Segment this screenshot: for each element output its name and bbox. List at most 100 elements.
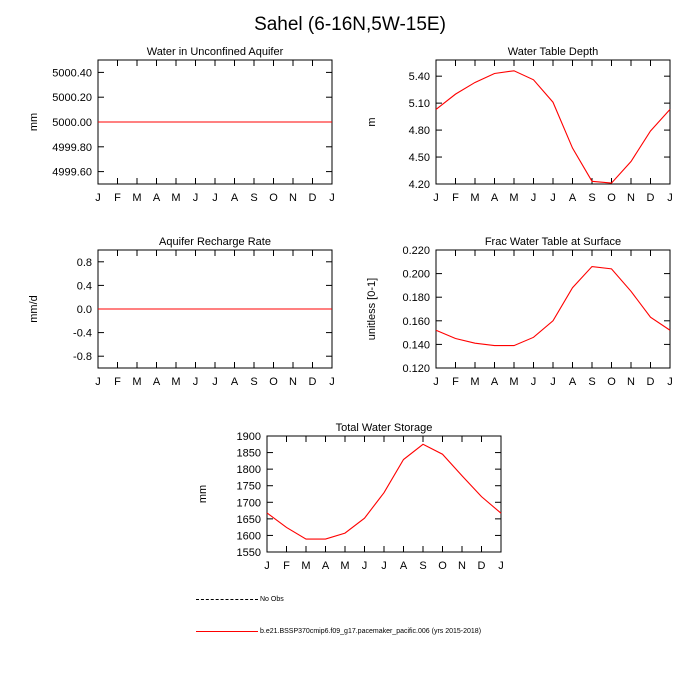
x-tick-label: N [627,376,635,388]
x-tick-label: A [569,192,577,204]
x-tick-label: J [193,192,199,204]
y-tick-label: 0.8 [77,257,92,269]
x-tick-label: S [250,376,257,388]
x-tick-label: S [419,560,426,572]
y-tick-label: 0.4 [77,280,92,292]
x-tick-label: S [250,192,257,204]
x-tick-label: J [550,192,556,204]
x-tick-label: M [132,192,141,204]
y-tick-label: 1750 [237,481,261,493]
y-tick-label: 0.220 [402,245,430,257]
x-tick-label: O [269,376,278,388]
legend-label-model: b.e21.BSSP370cmip6.f09_g17.pacemaker_pac… [260,627,482,635]
plot-frame [435,249,671,369]
y-axis-label: unitless [0-1] [366,278,378,340]
x-tick-label: J [193,376,199,388]
x-tick-label: F [114,192,121,204]
x-tick-label: M [340,560,349,572]
y-tick-label: 1900 [237,431,261,443]
x-tick-label: A [400,560,408,572]
x-tick-label: M [171,192,180,204]
y-tick-label: 1700 [237,497,261,509]
x-tick-label: D [647,376,655,388]
x-tick-label: N [289,192,297,204]
x-tick-label: M [171,376,180,388]
y-tick-label: 0.180 [402,292,430,304]
legend-item-no-obs: No Obs [196,592,284,606]
y-axis-label: mm/d [28,295,40,323]
x-tick-label: F [283,560,290,572]
figure-title: Sahel (6-16N,5W-15E) [254,14,446,35]
y-tick-label: 0.160 [402,316,430,328]
y-tick-label: 1850 [237,448,261,460]
x-tick-label: A [153,192,161,204]
y-tick-label: 5.10 [409,98,430,110]
x-tick-label: J [433,192,439,204]
legend-label-no-obs: No Obs [260,595,284,603]
y-tick-label: 1800 [237,464,261,476]
x-tick-label: F [114,376,121,388]
x-tick-label: J [381,560,387,572]
y-axis-label: mm [197,485,209,503]
x-tick-label: D [478,560,486,572]
y-tick-label: 0.0 [77,304,92,316]
chart-title: Water in Unconfined Aquifer [147,46,284,58]
x-tick-label: J [550,376,556,388]
y-tick-label: 5000.20 [52,92,92,104]
x-tick-label: N [289,376,297,388]
y-tick-label: 1650 [237,514,261,526]
y-tick-label: 5000.40 [52,67,92,79]
y-tick-label: 4.20 [409,179,430,191]
x-tick-label: J [667,376,673,388]
y-axis-label: m [366,117,378,126]
x-tick-label: J [667,192,673,204]
y-tick-label: 4.50 [409,152,430,164]
x-tick-label: J [212,192,218,204]
x-tick-label: D [309,376,317,388]
x-tick-label: J [95,192,101,204]
x-tick-label: J [329,376,335,388]
y-tick-label: 5000.00 [52,117,92,129]
legend-dashed-line-icon [196,598,258,600]
x-tick-label: F [452,192,459,204]
y-tick-label: 0.200 [402,269,430,281]
plot-frame [435,59,671,185]
plot-frame [266,435,502,553]
x-tick-label: J [329,192,335,204]
x-tick-label: A [569,376,577,388]
chart-panel-4: Frac Water Table at Surface unitless [0-1… [366,236,673,388]
x-tick-label: M [509,376,518,388]
x-tick-label: D [647,192,655,204]
x-tick-label: J [498,560,504,572]
series-line [266,443,502,540]
x-tick-label: A [231,376,239,388]
x-tick-label: J [531,192,537,204]
x-tick-label: M [470,192,479,204]
x-tick-label: D [309,192,317,204]
x-tick-label: S [588,192,595,204]
y-tick-label: 4999.80 [52,142,92,154]
chart-title: Total Water Storage [336,422,433,434]
x-tick-label: A [153,376,161,388]
x-tick-label: F [452,376,459,388]
x-tick-label: A [322,560,330,572]
y-tick-label: -0.4 [73,328,92,340]
x-tick-label: M [132,376,141,388]
x-tick-label: J [264,560,270,572]
x-tick-label: M [470,376,479,388]
chart-title: Frac Water Table at Surface [485,236,621,248]
series-line [435,265,671,347]
x-tick-label: A [491,376,499,388]
y-tick-label: -0.8 [73,351,92,363]
x-tick-label: N [627,192,635,204]
y-tick-label: 4.80 [409,125,430,137]
x-tick-label: O [269,192,278,204]
x-tick-label: M [509,192,518,204]
chart-title: Water Table Depth [508,46,599,58]
y-tick-label: 0.120 [402,363,430,375]
legend-item-model: b.e21.BSSP370cmip6.f09_g17.pacemaker_pac… [196,624,481,638]
